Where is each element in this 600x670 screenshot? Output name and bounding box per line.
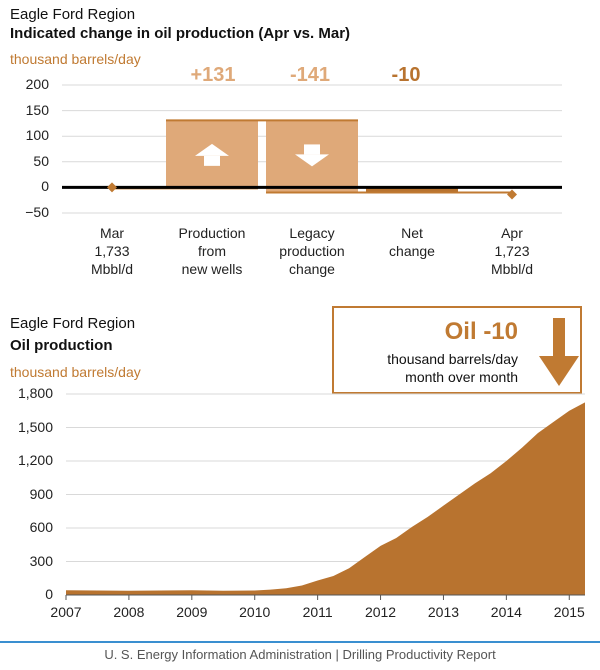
bottom-ytick-label: 300 (29, 552, 53, 569)
bottom-xtick-label: 2009 (176, 604, 208, 620)
bottom-region-label: Eagle Ford Region (10, 315, 136, 332)
bottom-ytick-label: 600 (29, 519, 53, 535)
top-chart-title: Indicated change in oil production (Apr … (10, 25, 351, 42)
oil-change-callout: Oil -10 thousand barrels/day month over … (332, 306, 582, 394)
up-arrow-stem (204, 155, 220, 166)
apr-marker (507, 189, 517, 200)
top-ytick-label: 150 (25, 101, 49, 118)
bottom-units-label: thousand barrels/day (10, 364, 141, 380)
bottom-ytick-label: 0 (45, 586, 53, 602)
bottom-ytick-label: 900 (29, 485, 53, 502)
up-arrow-icon (195, 143, 229, 166)
top-ytick-label: −50 (25, 204, 49, 220)
bottom-ytick-label: 1,800 (17, 385, 53, 401)
down-arrow-icon (295, 144, 329, 167)
bottom-xtick-label: 2010 (239, 604, 271, 620)
bottom-ytick-label: 1,500 (17, 418, 53, 435)
top-category-label: Legacy production change (279, 225, 345, 277)
down-arrow-stem (304, 144, 320, 155)
callout-line-1: thousand barrels/day (387, 351, 518, 367)
bottom-xtick-label: 2007 (50, 604, 82, 620)
top-category-label: Apr 1,723 Mbbl/d (490, 225, 534, 277)
bottom-xtick-label: 2011 (302, 604, 333, 620)
up-arrow-head (195, 143, 229, 156)
top-units-label: thousand barrels/day (10, 51, 141, 67)
down-arrow-icon (539, 318, 579, 386)
top-chart-plot (62, 84, 562, 214)
top-ytick-label: 0 (41, 178, 49, 195)
bottom-xtick-label: 2015 (553, 604, 585, 620)
top-region-label: Eagle Ford Region (10, 6, 136, 23)
oil-production-area (66, 402, 585, 595)
down-arrow-head (295, 154, 329, 167)
delta-label-new-wells: +131 (190, 64, 236, 86)
bar-net-change (366, 187, 458, 193)
top-category-label: Mar 1,733 Mbbl/d (90, 225, 134, 277)
bottom-chart-title: Oil production (10, 337, 113, 354)
footer-rule (0, 641, 600, 643)
top-ytick-label: 50 (33, 152, 49, 169)
footer-source: U. S. Energy Information Administration … (104, 647, 496, 662)
bottom-xtick-label: 2012 (364, 604, 397, 620)
delta-label-net: -10 (391, 64, 421, 86)
mar-marker (107, 182, 117, 193)
callout-line-2: month over month (405, 369, 518, 385)
bottom-xtick-label: 2014 (490, 604, 522, 620)
top-category-label: Production from new wells (178, 225, 246, 277)
top-category-label: Net change (389, 225, 435, 259)
top-ytick-label: 100 (25, 127, 49, 144)
bottom-xtick-label: 2008 (113, 604, 145, 620)
bottom-ytick-label: 1,200 (17, 452, 53, 468)
bottom-xtick-label: 2013 (427, 604, 460, 620)
callout-headline: Oil -10 (444, 318, 518, 345)
top-ytick-label: 200 (25, 76, 49, 92)
delta-label-legacy: -141 (289, 64, 331, 86)
